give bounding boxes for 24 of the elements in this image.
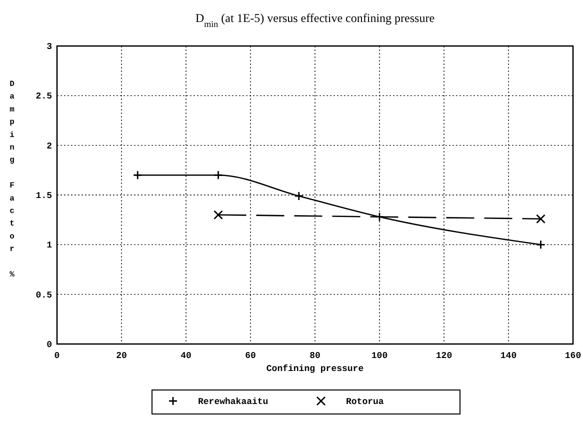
x-tick-label: 120 [436, 351, 452, 361]
y-tick-label: 2 [46, 141, 52, 152]
y-tick-label: 3 [46, 42, 52, 52]
y-tick-label: 0 [46, 340, 52, 350]
text: Damping Factor % [10, 80, 14, 280]
point [214, 210, 223, 220]
y-tick-label: 1 [46, 240, 53, 251]
x-tick-label: 100 [371, 351, 388, 361]
x-tick-label: 40 [180, 351, 192, 361]
x-tick-label: 140 [500, 351, 517, 361]
point [132, 170, 142, 180]
x-tick-label: 160 [564, 351, 582, 361]
x-tick-label: 80 [310, 351, 320, 361]
y-tick-label: 2.5 [36, 92, 52, 102]
x-axis-title: Confining pressure [266, 364, 364, 374]
x-tick-label: 0 [54, 351, 60, 361]
legend-label: Rerewhakaaitu [198, 397, 268, 407]
y-tick-label: 1.5 [36, 191, 52, 201]
x-tick-label: 60 [245, 351, 256, 361]
y-tick-label: 0.5 [36, 290, 52, 300]
x-tick-label: 20 [116, 351, 127, 361]
point [536, 214, 546, 224]
legend-label: Rotorua [346, 397, 384, 407]
chart-title: D$_{min}$ (at 1E-5) versus effective confining pressure [195, 11, 435, 29]
